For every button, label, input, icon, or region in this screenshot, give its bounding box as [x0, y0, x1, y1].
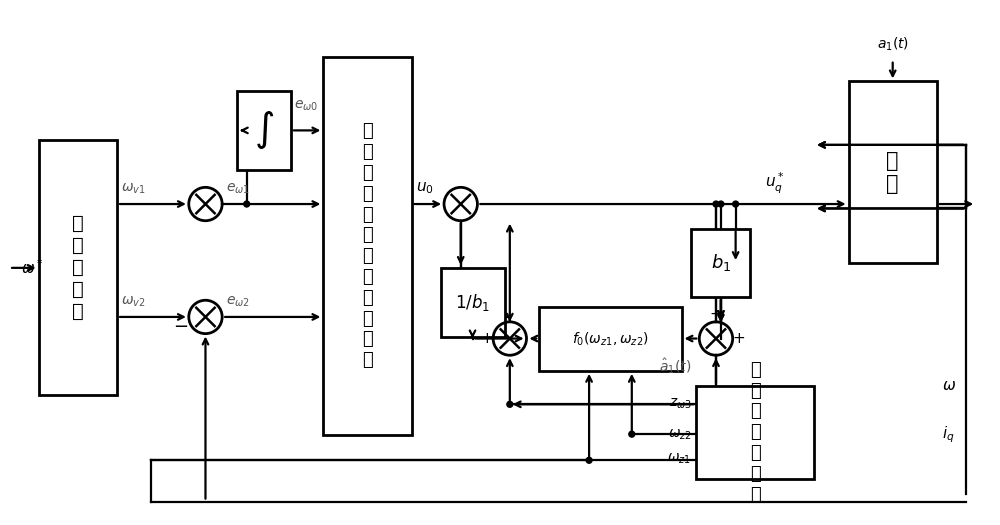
Text: $u_q^*$: $u_q^*$ [765, 171, 785, 196]
Text: $\omega_{z2}$: $\omega_{z2}$ [668, 427, 691, 442]
Text: $\omega$: $\omega$ [942, 379, 956, 393]
Bar [691, 228, 750, 297]
Text: $e_{\omega0}$: $e_{\omega0}$ [294, 99, 318, 113]
Bar [849, 81, 937, 263]
Text: $+$: $+$ [709, 308, 723, 322]
Text: $u_0$: $u_0$ [416, 181, 433, 196]
Text: 电
机: 电 机 [886, 151, 899, 194]
Text: $i_q$: $i_q$ [942, 424, 954, 445]
Text: $\omega_{z1}$: $\omega_{z1}$ [667, 452, 691, 467]
Text: 非
线
性
状
态
误
差
反
馈
控
制
率: 非 线 性 状 态 误 差 反 馈 控 制 率 [362, 122, 373, 369]
Bar [39, 140, 117, 395]
Text: $\hat{a}_1(t)$: $\hat{a}_1(t)$ [659, 356, 691, 376]
Circle shape [733, 201, 739, 207]
Text: $\omega_{v2}$: $\omega_{v2}$ [121, 295, 146, 309]
Bar [539, 307, 682, 371]
Text: $+$: $+$ [480, 331, 493, 345]
Circle shape [713, 201, 719, 207]
Text: $z_{\omega3}$: $z_{\omega3}$ [669, 396, 691, 411]
Text: $a_1(t)$: $a_1(t)$ [877, 35, 909, 52]
Circle shape [586, 457, 592, 463]
Text: $e_{\omega1}$: $e_{\omega1}$ [226, 182, 250, 196]
Text: $\omega^*$: $\omega^*$ [21, 258, 44, 277]
Circle shape [718, 201, 724, 207]
Circle shape [629, 431, 635, 437]
Bar [237, 91, 291, 170]
Text: $+$: $+$ [732, 331, 745, 345]
Text: $f_0(\omega_{z1},\omega_{z2})$: $f_0(\omega_{z1},\omega_{z2})$ [572, 330, 649, 348]
Circle shape [507, 402, 513, 407]
Bar [441, 268, 505, 337]
Text: $-$: $-$ [173, 316, 189, 334]
Text: $e_{\omega2}$: $e_{\omega2}$ [226, 295, 250, 309]
Text: 扩
张
状
态
观
测
器: 扩 张 状 态 观 测 器 [750, 361, 761, 503]
Text: $\omega_{v1}$: $\omega_{v1}$ [121, 182, 146, 196]
Text: $\int$: $\int$ [254, 109, 274, 151]
Bar [696, 386, 814, 479]
Circle shape [244, 201, 250, 207]
Bar [323, 57, 412, 435]
Text: $1/b_1$: $1/b_1$ [455, 292, 491, 313]
Text: $b_1$: $b_1$ [711, 253, 731, 274]
Text: 跟
踪
微
分
器: 跟 踪 微 分 器 [72, 214, 84, 321]
